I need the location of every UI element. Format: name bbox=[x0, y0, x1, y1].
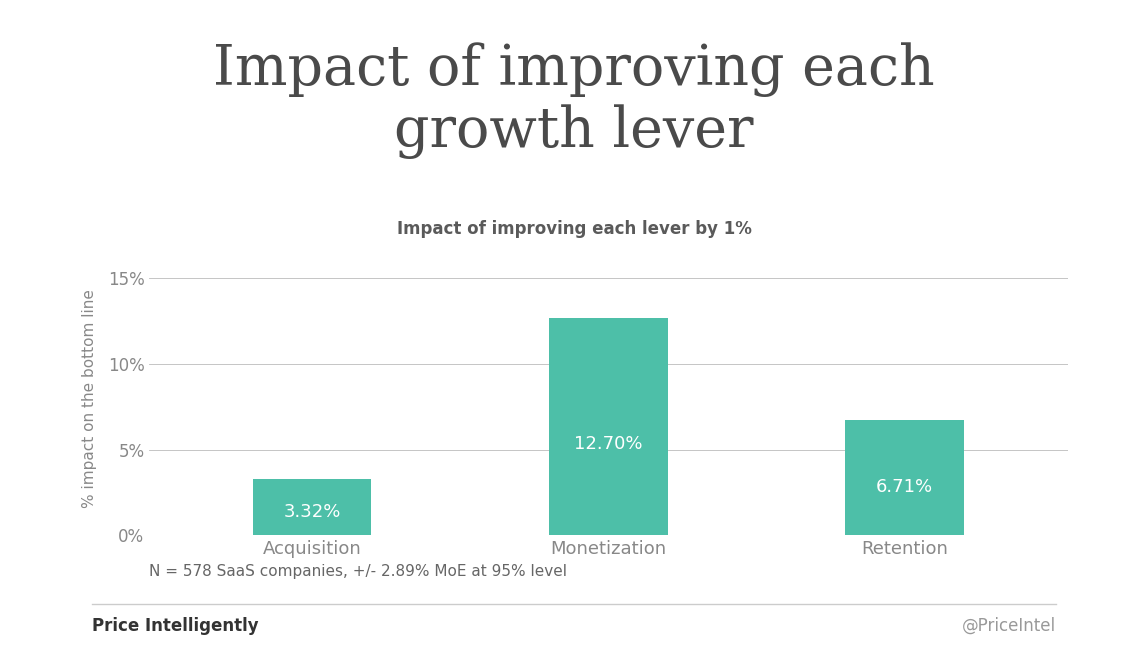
Bar bbox=[845, 421, 964, 535]
Text: Price Intelligently: Price Intelligently bbox=[92, 616, 258, 635]
Text: N = 578 SaaS companies, +/- 2.89% MoE at 95% level: N = 578 SaaS companies, +/- 2.89% MoE at… bbox=[149, 564, 567, 579]
Text: @PriceIntel: @PriceIntel bbox=[962, 616, 1056, 635]
Text: Impact of improving each lever by 1%: Impact of improving each lever by 1% bbox=[396, 220, 752, 238]
Text: 3.32%: 3.32% bbox=[284, 503, 341, 520]
Text: growth lever: growth lever bbox=[394, 104, 754, 159]
Text: 12.70%: 12.70% bbox=[574, 435, 643, 453]
Y-axis label: % impact on the bottom line: % impact on the bottom line bbox=[82, 289, 96, 508]
Text: 6.71%: 6.71% bbox=[876, 478, 933, 496]
Bar bbox=[549, 318, 668, 535]
Text: Impact of improving each: Impact of improving each bbox=[214, 42, 934, 97]
Bar bbox=[253, 479, 372, 535]
